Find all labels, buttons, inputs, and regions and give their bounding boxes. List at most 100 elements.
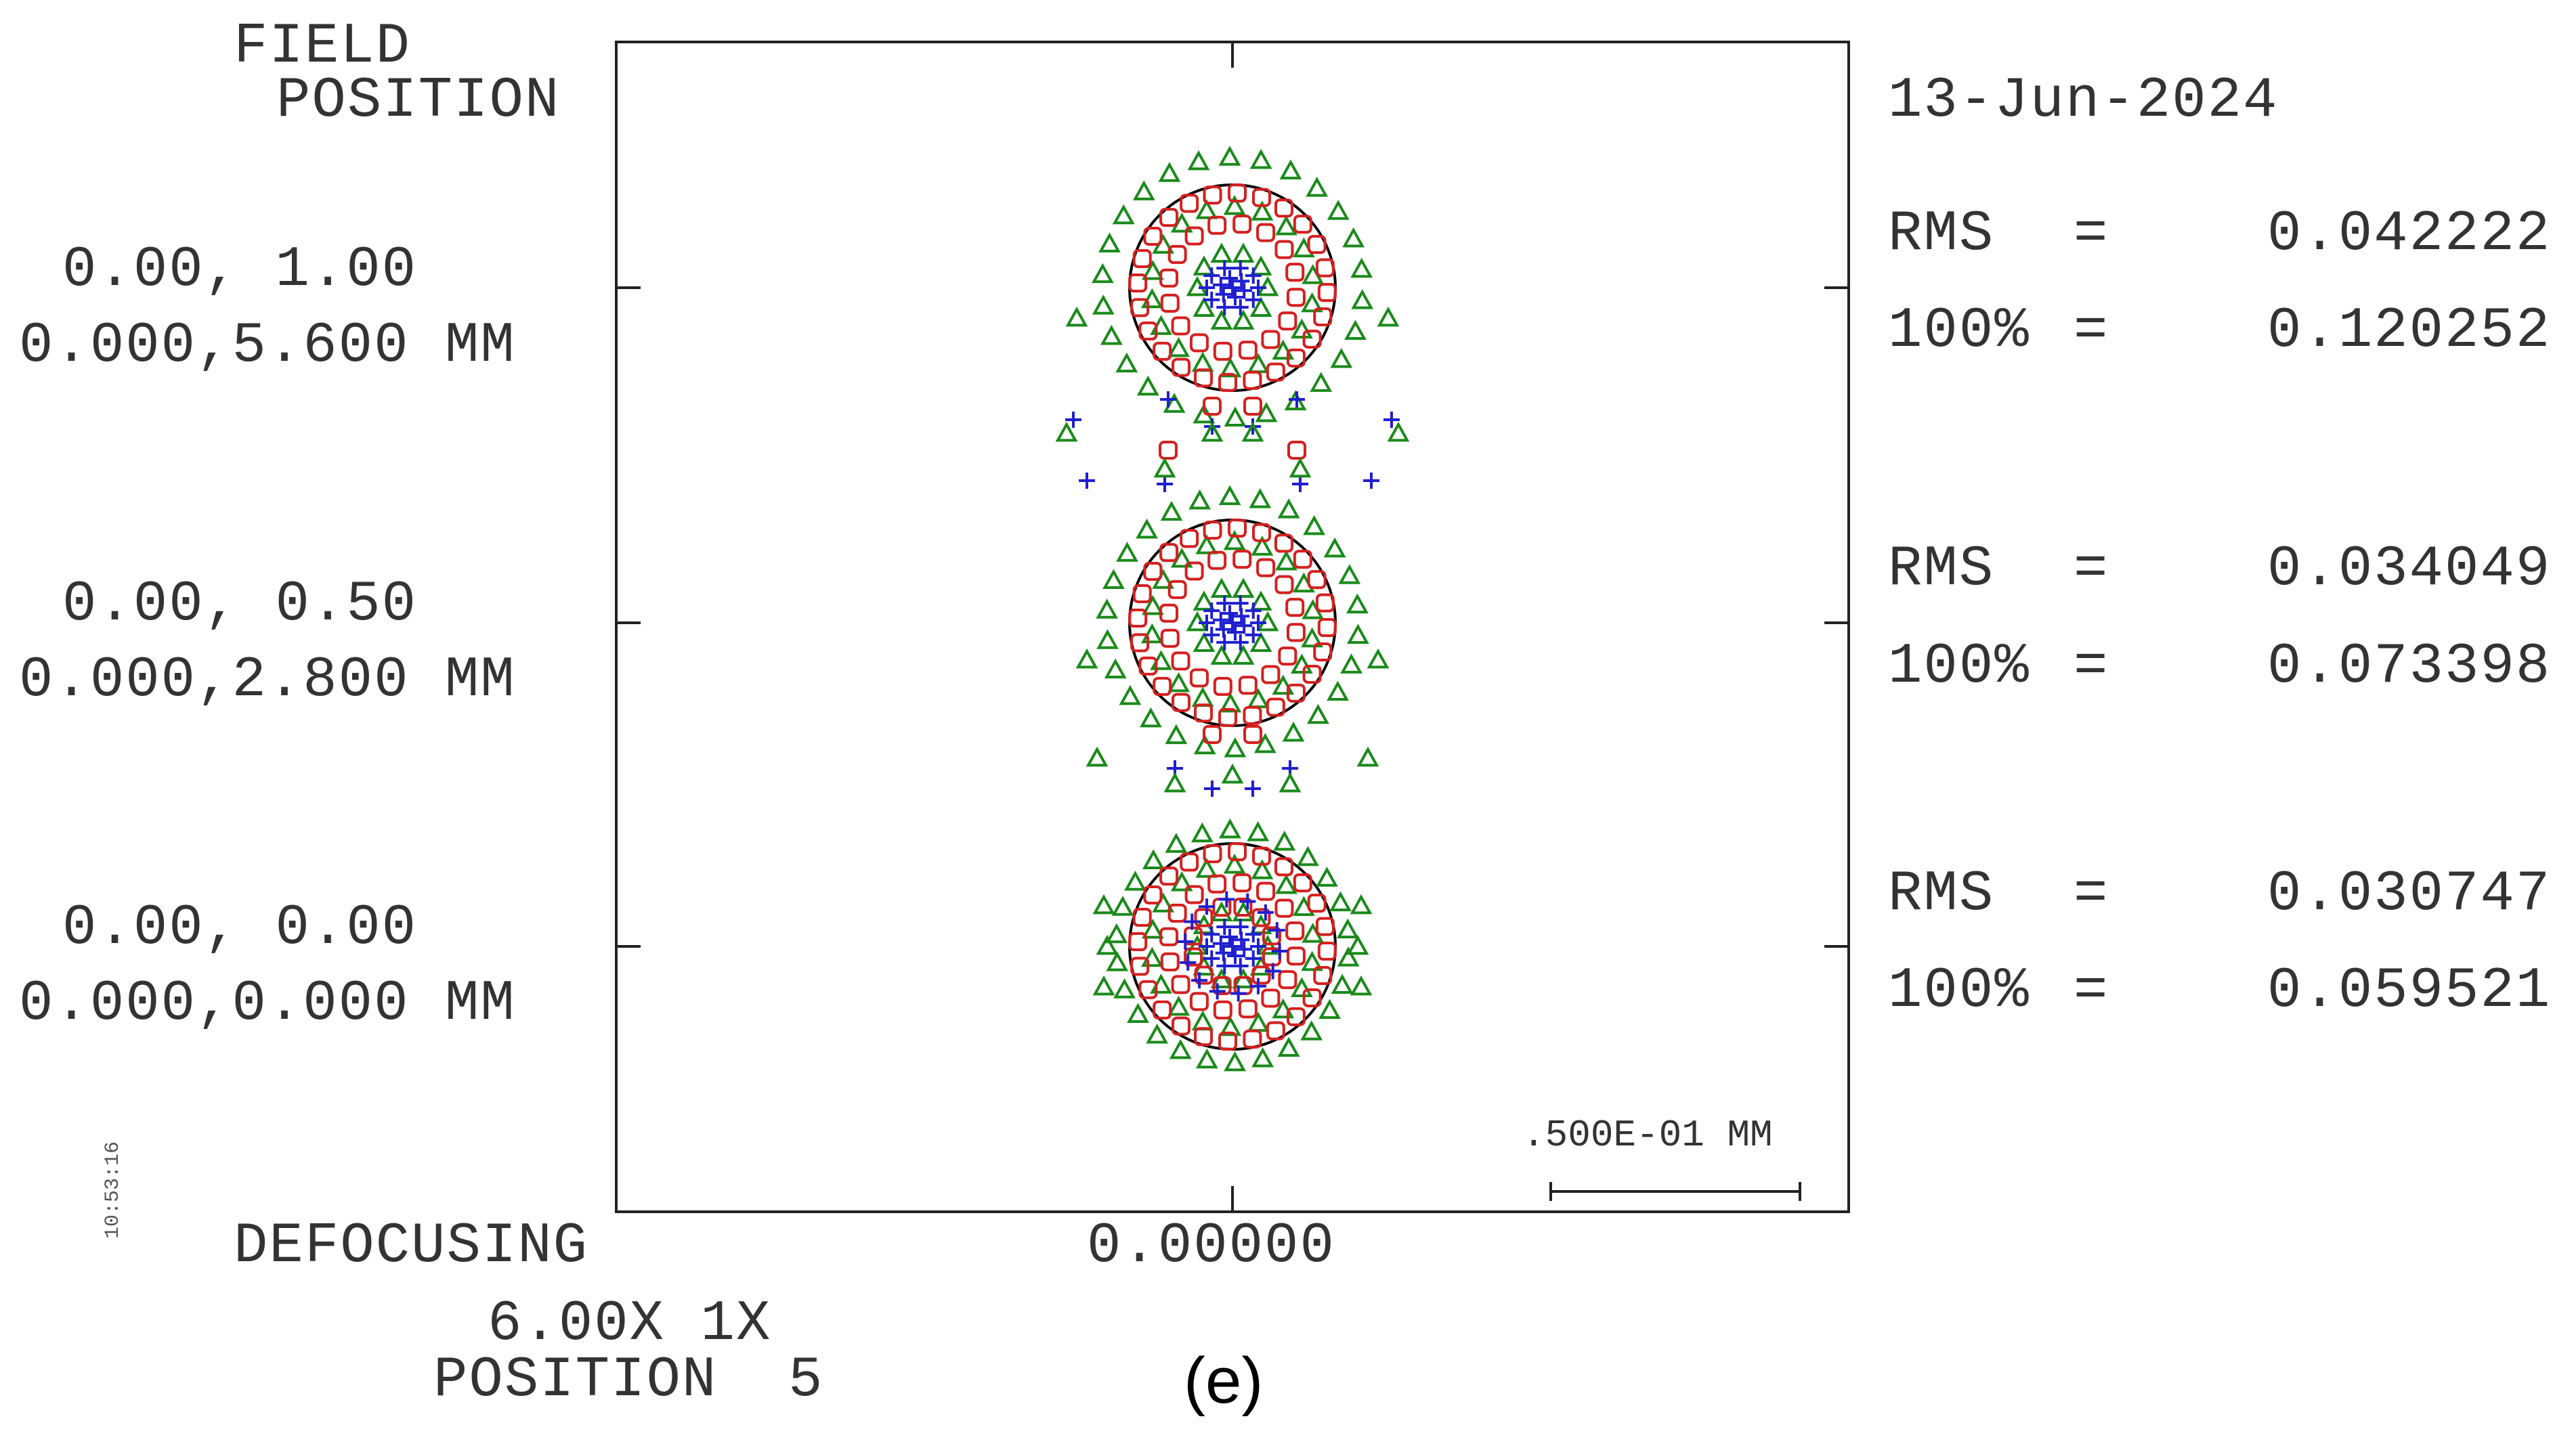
spot-triangle-marker: [1096, 934, 1119, 955]
spot-plus-marker: [1245, 602, 1262, 619]
spot-plus-marker: [1245, 291, 1262, 308]
spot-square-marker: [1159, 268, 1179, 288]
spot-triangle-marker: [1346, 934, 1369, 955]
spot-triangle-marker: [1195, 199, 1218, 219]
spot-triangle-marker: [1091, 263, 1114, 284]
spot-triangle-marker: [1140, 623, 1163, 644]
spot-triangle-marker: [1115, 352, 1138, 373]
spot-plus-marker: [1203, 626, 1220, 643]
spot-plus-marker: [1216, 260, 1233, 277]
spot-triangle-marker: [1277, 498, 1300, 519]
spot-plus-marker: [1222, 269, 1239, 286]
spot-triangle-marker: [1098, 232, 1121, 253]
spot-triangle-marker: [1301, 627, 1324, 648]
spot-square-marker: [1232, 873, 1252, 893]
field-2-image: 0.000,2.800 MM: [19, 649, 516, 713]
spot-square-marker: [1243, 370, 1262, 390]
spot-square-marker: [1159, 208, 1179, 227]
spot-square-marker: [1286, 1007, 1306, 1026]
spot-triangle-marker: [1163, 393, 1186, 413]
spot-square-marker: [1194, 1027, 1214, 1047]
spot-square-marker: [1313, 965, 1333, 985]
spot-plus-marker: [1199, 938, 1215, 955]
spot-square-marker: [1286, 683, 1306, 703]
spot-triangle-marker: [1219, 692, 1242, 713]
spot-triangle-marker: [1377, 306, 1400, 327]
spot-plus-marker: [1257, 904, 1274, 921]
spot-plus-marker: [1250, 280, 1266, 296]
spot-square-marker: [1274, 575, 1294, 594]
spot-triangle-marker: [1253, 732, 1276, 753]
spot-plus-marker: [1203, 950, 1220, 967]
spot-triangle-marker: [1351, 289, 1374, 309]
spot-triangle-marker: [1249, 590, 1272, 611]
spot-triangle-marker: [1249, 488, 1272, 508]
spot-triangle-marker: [1273, 830, 1296, 851]
spot-triangle-marker: [1187, 150, 1210, 171]
spot-square-marker: [1307, 894, 1327, 913]
field-1-pct-eq: =: [2074, 299, 2109, 364]
date-label: 13-Jun-2024: [1888, 69, 2279, 133]
spot-triangle-marker: [1329, 891, 1352, 912]
spot-triangle-marker: [1367, 648, 1390, 669]
field-1-pct-value: 0.120252: [2267, 299, 2552, 364]
spot-square-marker: [1130, 957, 1150, 976]
spot-square-marker: [1274, 198, 1293, 218]
spot-square-marker: [1184, 561, 1204, 581]
spot-square-marker: [1159, 927, 1179, 946]
spot-triangle-marker: [1224, 1051, 1246, 1072]
spot-plus-marker: [1177, 934, 1194, 950]
defocusing-value: 0.00000: [1087, 1214, 1335, 1279]
spot-plus-marker: [1232, 634, 1249, 651]
spot-triangle-marker: [1289, 457, 1312, 478]
spot-square-marker: [1266, 1021, 1285, 1040]
spot-triangle-marker: [1146, 1023, 1169, 1044]
spot-square-marker: [1167, 579, 1187, 599]
spot-square-marker: [1159, 441, 1178, 460]
spot-triangle-marker: [1113, 978, 1136, 999]
spot-triangle-marker: [1331, 973, 1354, 994]
spot-square-marker: [1274, 898, 1294, 918]
field-1-rms-value: 0.042222: [2267, 202, 2552, 267]
spot-plus-marker: [1224, 615, 1241, 631]
spot-plus-marker: [1180, 954, 1197, 971]
spot-triangle-marker: [1132, 180, 1155, 200]
spot-plus-marker: [1236, 941, 1253, 958]
spot-square-marker: [1159, 543, 1179, 563]
spot-plus-marker: [1204, 781, 1220, 797]
spot-triangle-marker: [1224, 737, 1247, 758]
spot-plus-marker: [1157, 476, 1173, 492]
spot-triangle-marker: [1165, 724, 1188, 745]
spot-square-marker: [1171, 316, 1190, 336]
spot-triangle-marker: [1232, 901, 1255, 921]
spot-square-marker: [1313, 642, 1333, 661]
spot-triangle-marker: [1141, 260, 1164, 280]
field-2-pct-value: 0.073398: [2267, 635, 2552, 699]
spot-plus-marker: [1250, 615, 1266, 631]
spot-triangle-marker: [1232, 577, 1255, 598]
field-3-rms-value: 0.030747: [2267, 862, 2552, 927]
spot-square-marker: [1189, 992, 1209, 1011]
field-3-rms-label: RMS: [1888, 862, 1995, 927]
spot-square-marker: [1286, 348, 1306, 368]
spot-triangle-marker: [1337, 946, 1360, 967]
spot-triangle-marker: [1249, 632, 1272, 652]
spot-square-marker: [1153, 1000, 1172, 1020]
spot-triangle-marker: [1249, 255, 1272, 276]
spot-triangle-marker: [1223, 194, 1246, 215]
spot-square-marker: [1243, 1029, 1262, 1049]
spot-triangle-marker: [1272, 998, 1295, 1019]
spot-plus-marker: [1212, 935, 1229, 952]
spot-triangle-marker: [1140, 288, 1163, 309]
spot-triangle-marker: [1167, 336, 1190, 357]
spot-square-marker: [1243, 705, 1262, 725]
spot-triangle-marker: [1136, 519, 1158, 539]
field-2-angle: 0.00, 0.50: [62, 573, 418, 637]
spot-triangle-marker: [1158, 162, 1181, 182]
spot-square-marker: [1184, 885, 1204, 904]
spot-square-marker: [1128, 273, 1148, 293]
spot-square-marker: [1172, 693, 1191, 712]
spot-triangle-marker: [1223, 529, 1246, 550]
spot-plus-marker: [1203, 602, 1220, 619]
spot-square-marker: [1194, 908, 1214, 927]
